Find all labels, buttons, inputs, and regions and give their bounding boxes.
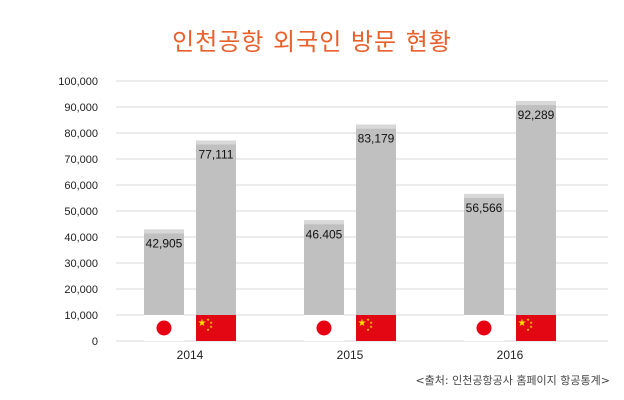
source-note: <출처: 인천공항공사 홈페이지 항공통계> <box>415 374 610 387</box>
chart-title: 인천공항 외국인 방문 현황 <box>172 28 452 56</box>
china-flag-small-star: ★ <box>209 324 213 329</box>
china-flag-small-star: ★ <box>526 327 530 332</box>
y-tick-label: 80,000 <box>64 128 98 140</box>
data-label: 92,289 <box>518 108 555 122</box>
bar-cap <box>196 140 236 145</box>
x-tick-label: 2014 <box>177 348 204 362</box>
china-flag-icon: ★ ★★★★ <box>516 315 556 341</box>
china-flag-small-star: ★ <box>209 320 213 325</box>
bar-cap <box>144 229 184 234</box>
china-flag-small-star: ★ <box>526 317 530 322</box>
china-flag-small-star: ★ <box>366 317 370 322</box>
china-flag-small-star: ★ <box>529 324 533 329</box>
bar <box>356 124 396 342</box>
china-flag-field <box>516 315 556 341</box>
bar-cap <box>304 220 344 225</box>
x-tick-label: 2016 <box>497 348 524 362</box>
bar-cap <box>464 193 504 198</box>
label-layer: 42,905 77,111 46.405 83,179 56,566 92,289 <box>146 108 555 250</box>
china-flag-field <box>356 315 396 341</box>
japan-flag-sun <box>476 320 492 336</box>
japan-flag-sun <box>316 320 332 336</box>
china-flag-big-star: ★ <box>198 318 207 329</box>
data-label: 56,566 <box>466 201 503 215</box>
y-tick-label: 0 <box>92 336 98 348</box>
japan-flag-icon <box>304 315 344 341</box>
data-label: 42,905 <box>146 236 183 250</box>
japan-flag-sun <box>156 320 172 336</box>
y-tick-label: 50,000 <box>64 206 98 218</box>
data-label: 46.405 <box>306 227 343 241</box>
y-tick-label: 40,000 <box>64 232 98 244</box>
bar-layer: ★ ★★★★★ ★★★★★ ★★★★ <box>144 101 556 342</box>
bar-cap <box>516 101 556 106</box>
china-flag-small-star: ★ <box>529 320 533 325</box>
y-tick-label: 10,000 <box>64 310 98 322</box>
bar <box>516 101 556 341</box>
japan-flag-icon <box>144 315 184 341</box>
y-tick-label: 70,000 <box>64 154 98 166</box>
bar-cap <box>356 124 396 129</box>
y-tick-label: 20,000 <box>64 284 98 296</box>
y-tick-label: 100,000 <box>58 76 98 88</box>
data-label: 77,111 <box>199 148 234 162</box>
axis-layer: 0 10,000 20,000 30,000 40,000 50,000 60,000 70,… <box>58 76 523 362</box>
china-flag-small-star: ★ <box>206 327 210 332</box>
x-tick-label: 2015 <box>337 348 364 362</box>
china-flag-big-star: ★ <box>358 318 367 329</box>
y-tick-label: 30,000 <box>64 258 98 270</box>
china-flag-field <box>196 315 236 341</box>
bar <box>196 140 236 341</box>
china-flag-small-star: ★ <box>366 327 370 332</box>
japan-flag-icon <box>464 315 504 341</box>
china-flag-small-star: ★ <box>206 317 210 322</box>
china-flag-small-star: ★ <box>369 320 373 325</box>
china-flag-big-star: ★ <box>518 318 527 329</box>
china-flag-small-star: ★ <box>369 324 373 329</box>
china-flag-icon: ★ ★★★★ <box>356 315 396 341</box>
y-tick-label: 60,000 <box>64 180 98 192</box>
data-label: 83,179 <box>358 132 395 146</box>
china-flag-icon: ★ ★★★★ <box>196 315 236 341</box>
y-tick-label: 90,000 <box>64 102 98 114</box>
